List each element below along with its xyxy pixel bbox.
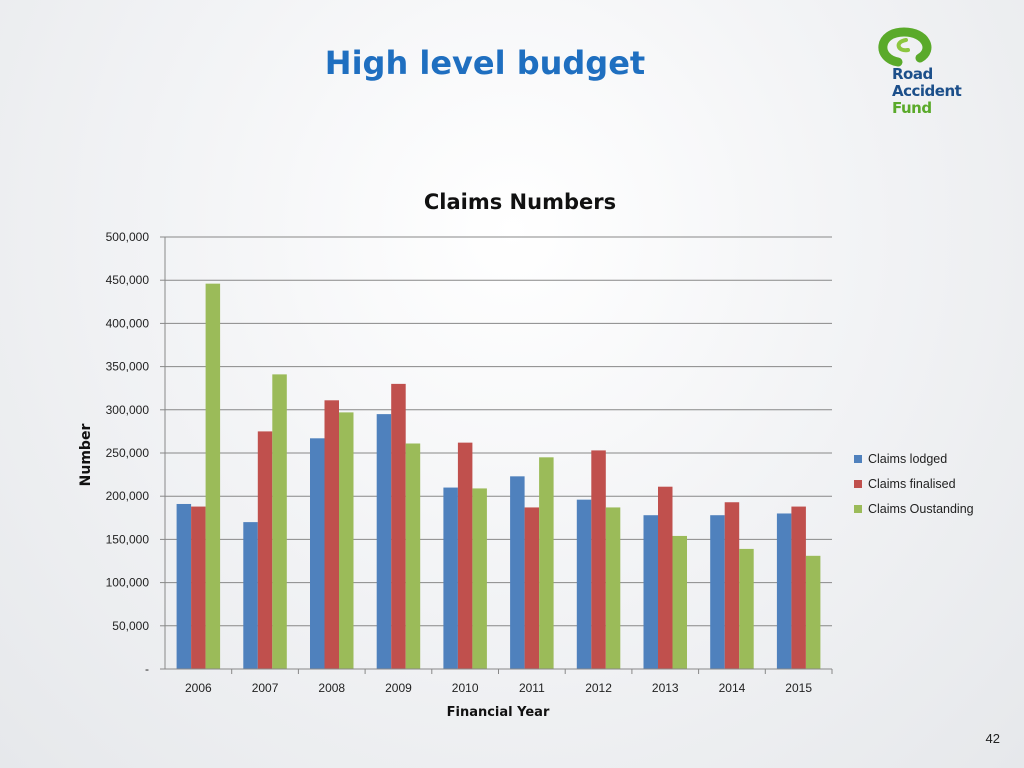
bar-claims-lodged-2009 <box>376 414 392 669</box>
y-tick-label: 350,000 <box>106 360 150 374</box>
x-tick-label: 2012 <box>585 681 612 695</box>
x-tick-label: 2011 <box>519 681 545 695</box>
logo-line-road: Road <box>892 65 933 83</box>
x-axis-label: Financial Year <box>447 705 550 720</box>
bar-claims-lodged-2011 <box>510 476 525 669</box>
page-number: 42 <box>985 731 1000 746</box>
y-tick-label: 250,000 <box>106 446 150 460</box>
road-accident-fund-logo: Road Accident Fund <box>868 24 978 124</box>
bar-claims-oustanding-2014 <box>739 548 754 669</box>
bar-claims-finalised-2007 <box>257 431 273 669</box>
bar-claims-oustanding-2015 <box>805 555 821 669</box>
legend-label: Claims Oustanding <box>868 501 974 516</box>
x-tick-label: 2009 <box>385 681 412 695</box>
x-tick-label: 2010 <box>452 681 479 695</box>
y-tick-label: 450,000 <box>106 273 150 287</box>
bar-claims-lodged-2010 <box>443 487 458 669</box>
legend-swatch <box>854 504 862 513</box>
bar-claims-lodged-2008 <box>310 438 325 669</box>
legend-item: Claims lodged <box>854 446 974 471</box>
bar-claims-finalised-2006 <box>191 506 206 669</box>
y-tick-label: 400,000 <box>106 316 150 330</box>
legend-label: Claims finalised <box>868 476 956 491</box>
legend-swatch <box>854 454 862 463</box>
bar-claims-lodged-2013 <box>643 515 658 669</box>
y-tick-label: 100,000 <box>106 576 150 590</box>
bar-claims-lodged-2007 <box>243 522 258 669</box>
logo-line-fund: Fund <box>892 99 932 117</box>
y-tick-label: 50,000 <box>112 619 149 633</box>
y-tick-label: 500,000 <box>106 230 150 244</box>
bar-claims-lodged-2015 <box>776 513 792 669</box>
legend-item: Claims finalised <box>854 471 974 496</box>
bar-claims-lodged-2014 <box>710 515 725 669</box>
x-axis-ticks: 2006 2007 2008 2009 2010 2011 2012 2013 2014 2015 <box>160 668 833 695</box>
bar-claims-oustanding-2008 <box>339 412 354 669</box>
bar-claims-finalised-2015 <box>791 506 806 669</box>
bar-claims-oustanding-2011 <box>539 457 554 669</box>
bar-claims-oustanding-2012 <box>605 507 621 669</box>
bar-claims-finalised-2010 <box>457 442 473 669</box>
bar-claims-lodged-2012 <box>576 499 592 669</box>
bar-claims-oustanding-2007 <box>272 374 287 669</box>
x-tick-label: 2006 <box>185 681 212 695</box>
y-tick-label: 300,000 <box>106 403 150 417</box>
bar-claims-finalised-2009 <box>391 383 406 669</box>
slide-title: High level budget <box>324 44 646 82</box>
logo-line-accident: Accident <box>892 82 962 100</box>
legend-item: Claims Oustanding <box>854 496 974 521</box>
bar-claims-finalised-2014 <box>724 502 740 669</box>
legend-swatch <box>854 479 862 488</box>
y-tick-label: 200,000 <box>106 489 150 503</box>
y-tick-label: 150,000 <box>106 532 150 546</box>
y-axis-label: Number <box>78 424 94 487</box>
chart-legend: Claims lodged Claims finalised Claims Oust… <box>854 446 974 521</box>
x-tick-label: 2015 <box>785 681 812 695</box>
bar-claims-lodged-2006 <box>176 503 192 669</box>
x-tick-label: 2014 <box>719 681 746 695</box>
bar-claims-oustanding-2013 <box>672 535 687 669</box>
x-tick-label: 2007 <box>252 681 279 695</box>
y-tick-label: - <box>145 662 149 676</box>
chart-title: Claims Numbers <box>423 190 617 214</box>
bar-claims-oustanding-2009 <box>405 443 421 669</box>
y-axis-ticks: - 50,000 100,000 150,000 200,000 250,000 300,0… <box>106 230 165 676</box>
bar-claims-finalised-2012 <box>591 450 606 669</box>
x-tick-label: 2008 <box>318 681 345 695</box>
bars <box>176 283 821 669</box>
legend-label: Claims lodged <box>868 451 948 466</box>
bar-claims-oustanding-2006 <box>205 283 221 669</box>
x-tick-label: 2013 <box>652 681 679 695</box>
bar-claims-finalised-2011 <box>524 507 540 669</box>
bar-claims-finalised-2013 <box>658 486 673 669</box>
bar-claims-oustanding-2010 <box>472 488 487 669</box>
logo-swirl-icon <box>878 27 932 67</box>
logo-text: Road Accident Fund <box>892 65 962 117</box>
bar-claims-finalised-2008 <box>324 400 339 669</box>
